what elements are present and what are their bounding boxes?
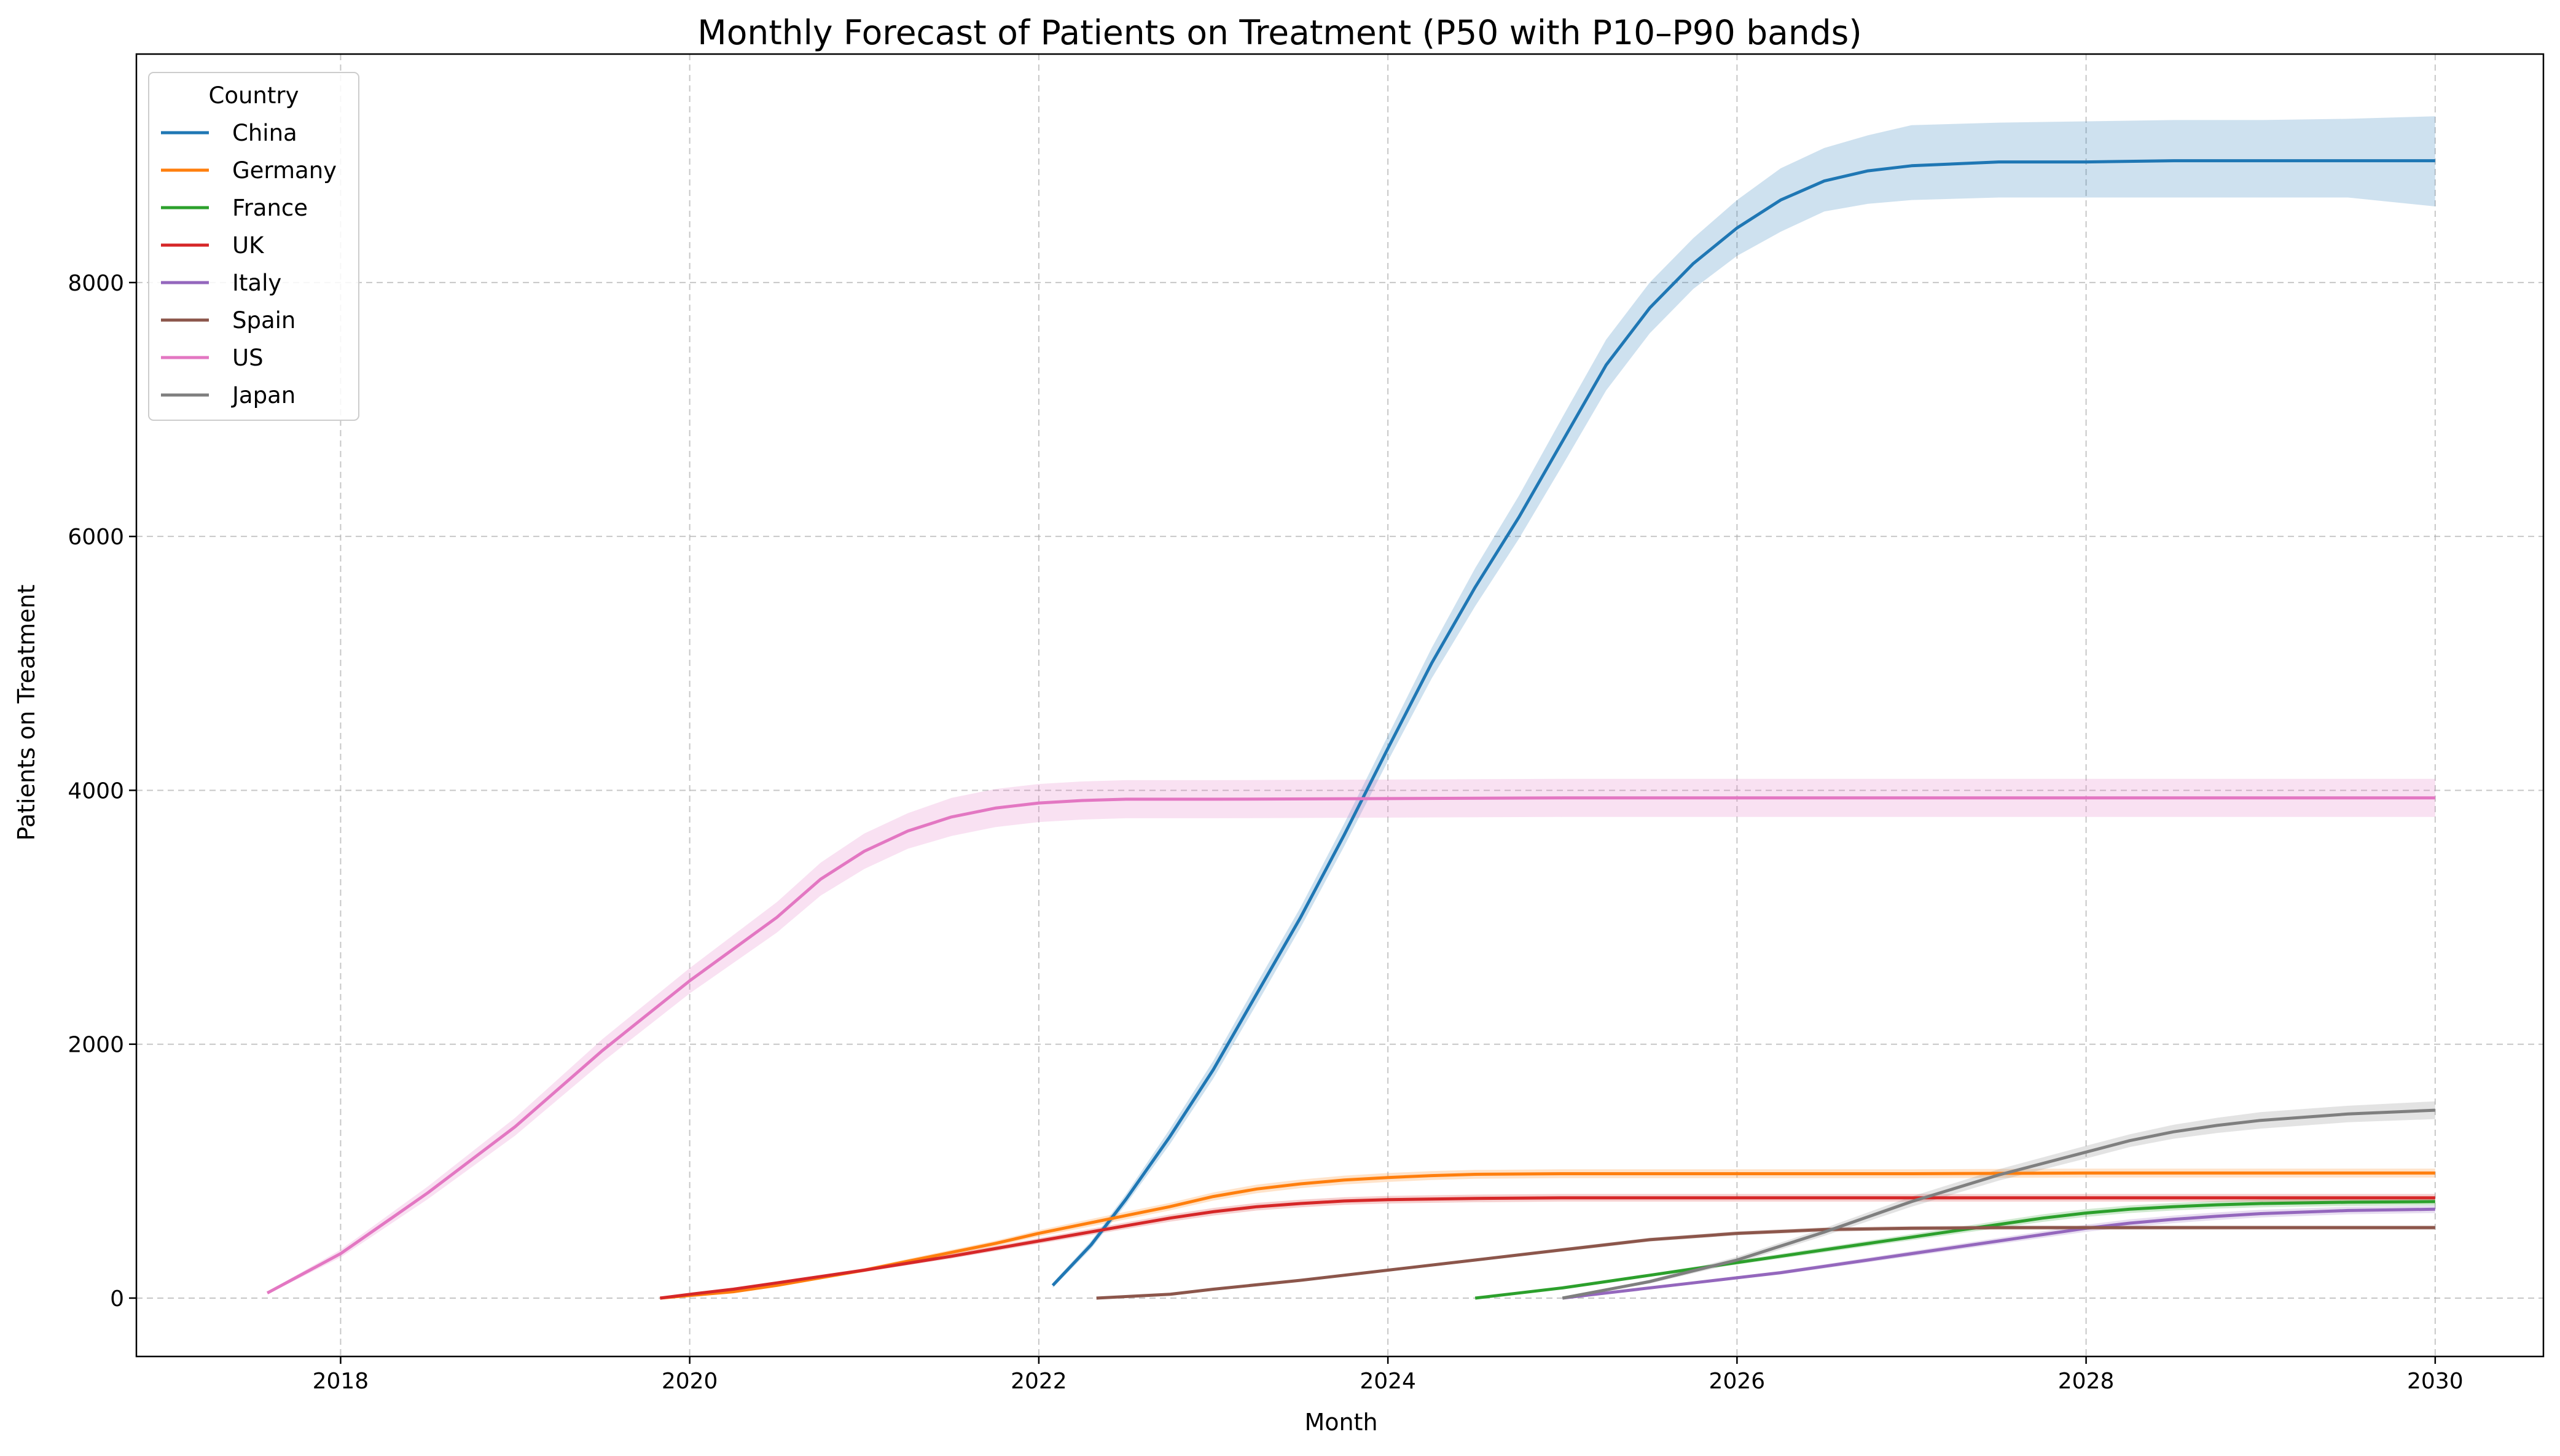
- series-lines: [266, 159, 2435, 1300]
- x-tick-label: 2026: [1709, 1369, 1766, 1394]
- us-p50-line: [266, 796, 2435, 1294]
- legend-label-china: China: [232, 120, 297, 146]
- x-tick-label: 2028: [2058, 1369, 2115, 1394]
- y-tick-label: 4000: [68, 778, 124, 804]
- x-tick-label: 2020: [662, 1369, 718, 1394]
- spain-p50-line: [1096, 1226, 2435, 1300]
- spain-p10-p90-band: [1096, 1225, 2435, 1298]
- japan-p50-line: [1562, 1108, 2435, 1300]
- legend-label-us: US: [232, 345, 264, 371]
- legend: Country China Germany France UK Italy Spain US J…: [148, 72, 359, 421]
- y-axis-label: Patients on Treatment: [13, 585, 40, 841]
- x-axis-label: Month: [1304, 1409, 1377, 1436]
- y-tick-label: 2000: [68, 1033, 124, 1058]
- plot-area-frame: [135, 53, 2545, 1358]
- legend-label-france: France: [232, 195, 308, 221]
- china-p10-p90-band: [1052, 116, 2435, 1288]
- chart-title: Monthly Forecast of Patients on Treatmen…: [697, 13, 1861, 52]
- y-tick-label: 0: [110, 1286, 124, 1312]
- y-tick-label: 6000: [68, 525, 124, 550]
- italy-p50-line: [1562, 1207, 2435, 1300]
- axis-ticks: 2018 2020 2022 2024 2026 2028 2030 0 2000 4000 600…: [68, 271, 2463, 1394]
- x-tick-label: 2018: [313, 1369, 369, 1394]
- germany-p50-line: [660, 1171, 2435, 1300]
- x-tick-label: 2024: [1360, 1369, 1416, 1394]
- grid-lines: [136, 54, 2543, 1356]
- legend-title: Country: [209, 82, 299, 109]
- legend-box: [148, 72, 359, 421]
- japan-p10-p90-band: [1562, 1101, 2435, 1298]
- x-tick-label: 2022: [1011, 1369, 1067, 1394]
- confidence-bands: [267, 116, 2435, 1298]
- legend-label-spain: Spain: [232, 307, 296, 334]
- legend-label-japan: Japan: [231, 382, 296, 409]
- germany-p10-p90-band: [660, 1168, 2435, 1298]
- legend-label-italy: Italy: [232, 270, 281, 296]
- us-p10-p90-band: [267, 778, 2435, 1294]
- y-tick-label: 8000: [68, 271, 124, 296]
- france-p50-line: [1474, 1200, 2435, 1300]
- legend-label-germany: Germany: [232, 157, 337, 184]
- china-p50-line: [1051, 159, 2435, 1287]
- x-tick-label: 2030: [2407, 1369, 2464, 1394]
- uk-p50-line: [660, 1196, 2435, 1300]
- legend-label-uk: UK: [232, 232, 265, 259]
